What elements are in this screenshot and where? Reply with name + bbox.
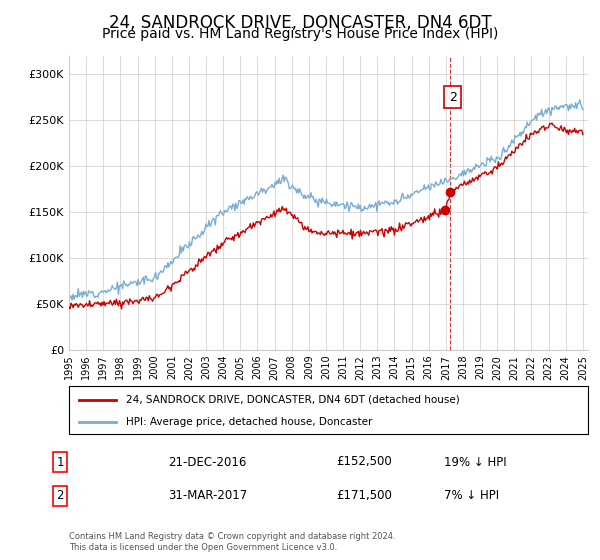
Text: HPI: Average price, detached house, Doncaster: HPI: Average price, detached house, Donc… — [126, 417, 373, 427]
Text: 24, SANDROCK DRIVE, DONCASTER, DN4 6DT (detached house): 24, SANDROCK DRIVE, DONCASTER, DN4 6DT (… — [126, 395, 460, 405]
Text: 1: 1 — [56, 455, 64, 469]
Text: 2: 2 — [449, 91, 457, 104]
Text: 7% ↓ HPI: 7% ↓ HPI — [444, 489, 499, 502]
Text: 2: 2 — [56, 489, 64, 502]
Text: £171,500: £171,500 — [336, 489, 392, 502]
Text: £152,500: £152,500 — [336, 455, 392, 469]
Text: 31-MAR-2017: 31-MAR-2017 — [168, 489, 247, 502]
Text: 21-DEC-2016: 21-DEC-2016 — [168, 455, 247, 469]
Text: Price paid vs. HM Land Registry's House Price Index (HPI): Price paid vs. HM Land Registry's House … — [102, 27, 498, 41]
Text: 19% ↓ HPI: 19% ↓ HPI — [444, 455, 506, 469]
Text: 24, SANDROCK DRIVE, DONCASTER, DN4 6DT: 24, SANDROCK DRIVE, DONCASTER, DN4 6DT — [109, 14, 491, 32]
Text: Contains HM Land Registry data © Crown copyright and database right 2024.
This d: Contains HM Land Registry data © Crown c… — [69, 532, 395, 552]
